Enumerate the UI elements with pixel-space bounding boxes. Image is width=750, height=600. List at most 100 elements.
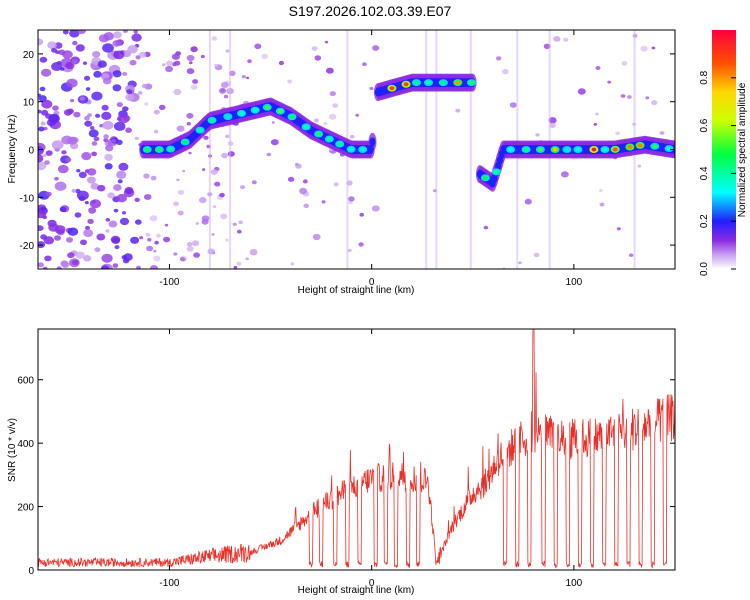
ridge-blob-center xyxy=(182,140,188,144)
noise-speckle xyxy=(87,176,96,184)
noise-speckle xyxy=(261,53,268,60)
noise-speckle xyxy=(60,67,65,71)
ridge-blob-center xyxy=(508,147,514,152)
noise-speckle xyxy=(112,84,122,92)
noise-speckle xyxy=(66,237,73,243)
ridge-blob-center xyxy=(637,143,643,148)
noise-speckle xyxy=(42,153,47,158)
noise-speckle xyxy=(116,102,123,108)
y-tick-label: 0 xyxy=(28,146,34,157)
x-tick-label: -100 xyxy=(159,277,179,288)
noise-speckle xyxy=(65,61,75,70)
noise-speckle xyxy=(153,109,160,115)
noise-speckle xyxy=(180,257,186,262)
noise-speckle xyxy=(38,146,44,155)
x-tick-label: 0 xyxy=(369,277,375,288)
noise-speckle xyxy=(136,265,141,269)
noise-speckle xyxy=(153,129,159,134)
noise-speckle xyxy=(640,45,648,52)
noise-speckle xyxy=(651,100,658,106)
noise-speckle xyxy=(38,154,44,163)
noise-speckle xyxy=(52,105,59,111)
noise-speckle xyxy=(101,265,110,269)
noise-speckle xyxy=(113,184,122,191)
noise-speckle xyxy=(359,212,365,217)
ridge-blob-center xyxy=(552,147,558,152)
noise-speckle xyxy=(105,144,114,152)
noise-speckle xyxy=(61,261,70,269)
ridge-blob-center xyxy=(575,147,581,152)
ridge-blob-center xyxy=(440,80,446,85)
noise-speckle xyxy=(84,75,91,81)
noise-speckle xyxy=(328,113,337,120)
noise-speckle xyxy=(321,200,326,204)
noise-speckle xyxy=(313,118,319,123)
vertical-streak xyxy=(469,30,472,269)
noise-speckle xyxy=(145,233,151,237)
y-tick-label: -20 xyxy=(20,241,35,252)
noise-speckle xyxy=(158,104,166,110)
noise-speckle xyxy=(287,79,292,84)
y-tick-label: -10 xyxy=(20,193,35,204)
snr-y-label: SNR (10 * v/v) xyxy=(7,418,18,482)
vertical-streak xyxy=(229,30,232,269)
noise-speckle xyxy=(87,113,92,117)
noise-speckle xyxy=(221,152,228,159)
noise-speckle xyxy=(225,134,230,139)
noise-speckle xyxy=(38,161,47,171)
noise-speckle xyxy=(347,248,352,253)
noise-speckle xyxy=(220,88,225,93)
ridge-blob-center xyxy=(360,147,366,152)
x-tick-label: -100 xyxy=(159,578,179,589)
noise-speckle xyxy=(150,175,157,181)
noise-speckle xyxy=(192,240,200,247)
ridge-blob-center xyxy=(197,128,203,133)
ridge-blob-center xyxy=(537,147,543,152)
noise-speckle xyxy=(95,113,101,118)
noise-speckle xyxy=(164,223,169,227)
noise-speckle xyxy=(47,41,57,49)
ridge-blob-center xyxy=(289,114,295,119)
noise-speckle xyxy=(177,189,185,195)
noise-speckle xyxy=(80,239,87,246)
noise-speckle xyxy=(104,163,113,170)
noise-speckle xyxy=(203,135,209,140)
snr-x-ticks: -100 0 100 xyxy=(159,329,583,589)
noise-speckle xyxy=(533,252,540,258)
noise-speckle xyxy=(96,233,106,241)
noise-speckle xyxy=(299,187,308,195)
noise-speckle xyxy=(190,84,198,90)
spectrogram-y-label: Frequency (Hz) xyxy=(7,115,18,184)
noise-speckle xyxy=(290,262,295,266)
noise-speckle xyxy=(45,191,52,197)
noise-speckle xyxy=(76,169,81,173)
ridge-blob-center xyxy=(303,124,309,129)
noise-speckle xyxy=(577,88,586,95)
noise-speckle xyxy=(314,55,322,61)
noise-speckle xyxy=(219,192,225,198)
noise-speckle xyxy=(124,186,134,195)
noise-speckle xyxy=(90,183,100,190)
noise-speckle xyxy=(595,112,599,116)
noise-speckle xyxy=(61,150,67,155)
noise-speckle xyxy=(535,133,540,137)
noise-speckle xyxy=(182,169,186,173)
noise-speckle xyxy=(49,113,60,123)
noise-speckle xyxy=(93,70,102,78)
noise-speckle xyxy=(57,61,62,65)
noise-speckle xyxy=(220,81,229,89)
noise-speckle xyxy=(210,169,218,175)
ridge-blob-center xyxy=(413,80,419,85)
noise-speckle xyxy=(71,59,78,65)
noise-speckle xyxy=(254,43,262,50)
noise-speckle xyxy=(82,61,88,65)
noise-speckle xyxy=(134,197,140,202)
ridge-blob-center xyxy=(316,132,322,136)
noise-speckle xyxy=(163,236,171,243)
noise-speckle xyxy=(629,253,634,257)
vertical-streak xyxy=(435,30,438,269)
noise-speckle xyxy=(173,201,180,207)
colorbar-ticks: 0.0 0.2 0.4 0.6 0.8 xyxy=(699,70,736,276)
ridge-blob-center xyxy=(627,145,633,149)
y-tick-label: 400 xyxy=(17,439,34,450)
